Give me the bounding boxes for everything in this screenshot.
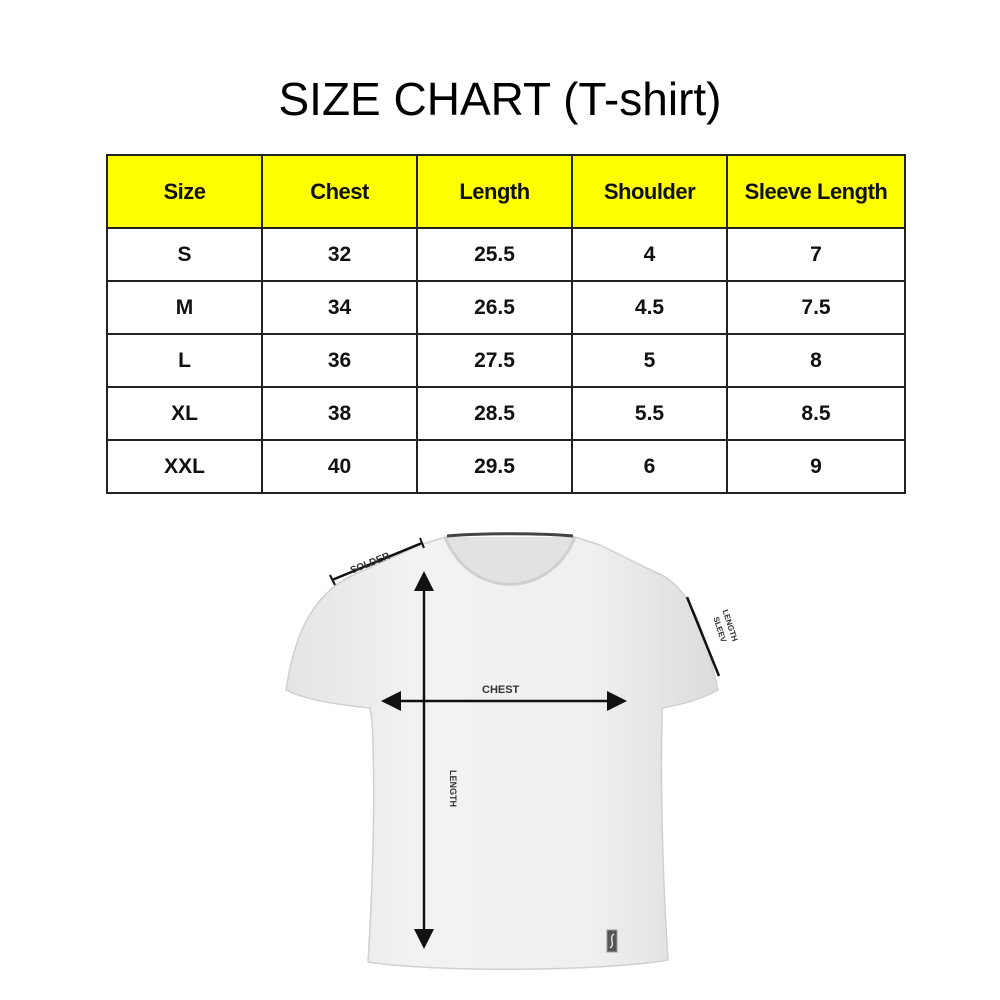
collar-trim — [446, 532, 574, 538]
sleeve-measure-line — [685, 596, 721, 677]
brand-tag-logo — [609, 933, 615, 949]
table-header-row: Size Chest Length Shoulder Sleeve Length — [106, 154, 906, 229]
shoulder-tick — [419, 537, 425, 549]
cell-sleeve-length: 8 — [726, 333, 906, 388]
cell-length: 28.5 — [416, 386, 573, 441]
cell-length: 26.5 — [416, 280, 573, 335]
header-size: Size — [106, 154, 263, 229]
table-row: S 32 25.5 4 7 — [106, 227, 906, 282]
length-label: LENGTH — [448, 770, 458, 807]
cell-shoulder: 5 — [571, 333, 728, 388]
cell-shoulder: 6 — [571, 439, 728, 494]
cell-chest: 40 — [261, 439, 418, 494]
tshirt-shape — [285, 536, 719, 970]
cell-chest: 34 — [261, 280, 418, 335]
chest-label: CHEST — [482, 684, 520, 696]
cell-sleeve-length: 8.5 — [726, 386, 906, 441]
cell-size: L — [106, 333, 263, 388]
table-row: XL 38 28.5 5.5 8.5 — [106, 386, 906, 441]
cell-shoulder: 4.5 — [571, 280, 728, 335]
cell-sleeve-length: 7.5 — [726, 280, 906, 335]
cell-size: S — [106, 227, 263, 282]
header-chest: Chest — [261, 154, 418, 229]
header-length: Length — [416, 154, 573, 229]
table-row: XXL 40 29.5 6 9 — [106, 439, 906, 494]
size-chart-table: Size Chest Length Shoulder Sleeve Length… — [106, 154, 906, 494]
cell-chest: 32 — [261, 227, 418, 282]
shoulder-measure-line — [331, 541, 423, 582]
cell-size: XXL — [106, 439, 263, 494]
cell-size: XL — [106, 386, 263, 441]
shoulder-tick — [329, 574, 336, 586]
cell-sleeve-length: 7 — [726, 227, 906, 282]
table-row: L 36 27.5 5 8 — [106, 333, 906, 388]
header-sleeve-length: Sleeve Length — [726, 154, 906, 229]
collar — [443, 536, 577, 586]
cell-length: 25.5 — [416, 227, 573, 282]
cell-length: 29.5 — [416, 439, 573, 494]
table-row: M 34 26.5 4.5 7.5 — [106, 280, 906, 335]
cell-chest: 38 — [261, 386, 418, 441]
page-title: SIZE CHART (T-shirt) — [278, 73, 722, 125]
cell-shoulder: 4 — [571, 227, 728, 282]
cell-size: M — [106, 280, 263, 335]
cell-shoulder: 5.5 — [571, 386, 728, 441]
cell-chest: 36 — [261, 333, 418, 388]
cell-length: 27.5 — [416, 333, 573, 388]
cell-sleeve-length: 9 — [726, 439, 906, 494]
tshirt-diagram: SOLDER SLEEV LENGTH CHEST LENGTH — [285, 532, 739, 970]
header-shoulder: Shoulder — [571, 154, 728, 229]
sleeve-label: SLEEV LENGTH — [711, 608, 739, 644]
